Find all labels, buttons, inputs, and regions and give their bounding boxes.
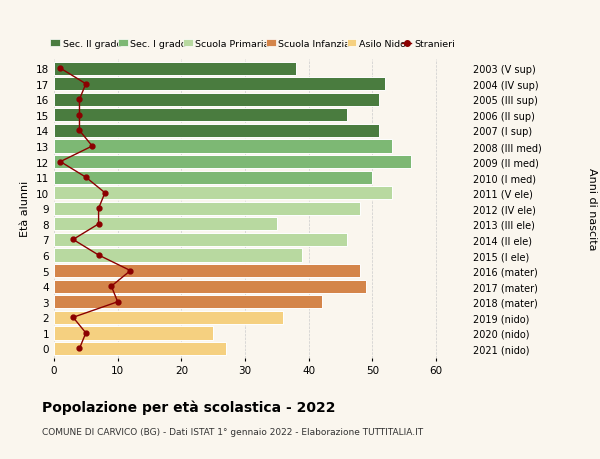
Bar	[54, 202, 360, 215]
Bar	[54, 140, 392, 153]
Bar	[54, 171, 373, 185]
Bar	[54, 296, 322, 309]
Bar	[54, 94, 379, 106]
Bar	[54, 264, 360, 278]
Bar	[54, 78, 385, 91]
Bar	[54, 233, 347, 246]
Bar	[54, 62, 296, 76]
Bar	[54, 326, 213, 340]
Bar	[54, 280, 366, 293]
Bar	[54, 109, 347, 122]
Text: Anni di nascita: Anni di nascita	[587, 168, 597, 250]
Bar	[54, 218, 277, 231]
Legend: Sec. II grado, Sec. I grado, Scuola Primaria, Scuola Infanzia, Asilo Nido, Stran: Sec. II grado, Sec. I grado, Scuola Prim…	[50, 40, 455, 49]
Bar	[54, 187, 392, 200]
Bar	[54, 342, 226, 355]
Text: COMUNE DI CARVICO (BG) - Dati ISTAT 1° gennaio 2022 - Elaborazione TUTTITALIA.IT: COMUNE DI CARVICO (BG) - Dati ISTAT 1° g…	[42, 427, 423, 436]
Bar	[54, 311, 283, 324]
Text: Popolazione per età scolastica - 2022: Popolazione per età scolastica - 2022	[42, 399, 335, 414]
Bar	[54, 249, 302, 262]
Bar	[54, 124, 379, 138]
Bar	[54, 156, 410, 169]
Y-axis label: Età alunni: Età alunni	[20, 181, 31, 237]
